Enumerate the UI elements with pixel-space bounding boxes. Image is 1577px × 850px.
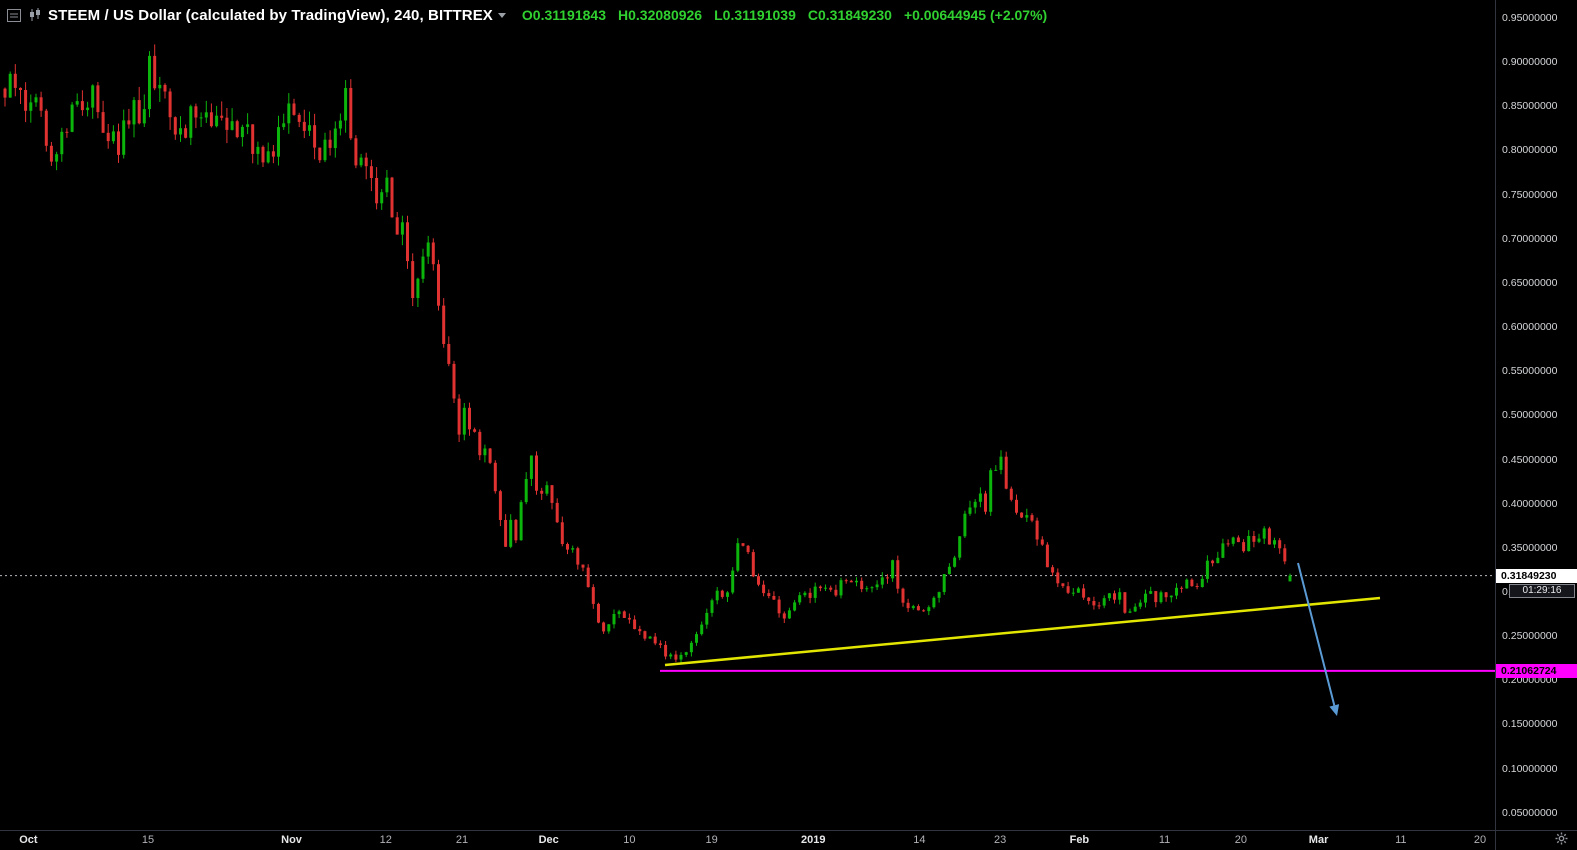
support-price-label: 0.21062724	[1496, 663, 1577, 678]
current-price-label: 0.31849230	[1496, 568, 1577, 583]
close-value: C0.31849230	[807, 7, 892, 23]
candlestick-chart[interactable]	[0, 0, 1495, 830]
price-tick: 0.45000000	[1502, 453, 1558, 466]
ohlc-legend: O0.31191843 H0.32080926 L0.31191039 C0.3…	[522, 7, 1059, 23]
time-tick: 21	[455, 834, 469, 846]
time-tick: 12	[379, 834, 392, 846]
price-tick: 0.95000000	[1502, 12, 1558, 24]
candlestick-series-icon[interactable]	[28, 8, 41, 22]
price-tick: 0.35000000	[1502, 541, 1558, 554]
price-tick: 0.25000000	[1502, 630, 1558, 643]
price-tick: 0.60000000	[1502, 321, 1558, 334]
time-tick: Dec	[538, 834, 559, 846]
price-tick: 0.55000000	[1502, 365, 1558, 378]
time-tick: 11	[1395, 834, 1407, 846]
price-tick: 0.15000000	[1502, 718, 1558, 731]
time-tick: 23	[994, 834, 1007, 846]
price-tick: 0.80000000	[1502, 144, 1558, 157]
time-tick: 2019	[801, 834, 826, 846]
price-axis[interactable]: 0.31849230 01:29:16 0.21062724 0.9500000…	[1495, 0, 1577, 830]
time-tick: 14	[913, 834, 926, 846]
open-value: O0.31191843	[521, 7, 606, 23]
gear-icon[interactable]	[1555, 832, 1568, 850]
chart-canvas[interactable]	[0, 0, 1495, 830]
time-tick: Mar	[1308, 834, 1329, 846]
time-tick: Nov	[281, 834, 302, 846]
price-tick: 0.40000000	[1502, 497, 1558, 510]
low-value: L0.31191039	[714, 7, 796, 23]
high-value: H0.32080926	[618, 7, 703, 23]
time-tick: 10	[623, 834, 636, 846]
price-tick: 0.90000000	[1502, 56, 1558, 69]
change-value: +0.00644945 (+2.07%)	[903, 7, 1048, 23]
object-tree-icon[interactable]	[7, 8, 21, 22]
price-tick: 0.75000000	[1502, 188, 1558, 201]
price-tick: 0.65000000	[1502, 276, 1558, 289]
time-tick: 11	[1158, 834, 1171, 846]
time-tick: 19	[705, 834, 718, 846]
time-tick: Oct	[19, 834, 38, 846]
time-tick: Feb	[1069, 834, 1090, 846]
time-tick: 20	[1234, 834, 1247, 846]
chevron-down-icon[interactable]	[497, 12, 506, 18]
axis-settings-corner[interactable]	[1495, 830, 1577, 850]
price-tick: 0.85000000	[1502, 100, 1558, 113]
price-tick: 0.10000000	[1502, 762, 1558, 775]
symbol-title[interactable]: STEEM / US Dollar (calculated by Trading…	[48, 6, 493, 24]
price-tick: 0.05000000	[1502, 806, 1558, 819]
price-tick: 0.50000000	[1502, 409, 1558, 422]
time-tick: 20	[1473, 834, 1487, 846]
price-tick: 0.70000000	[1502, 232, 1558, 245]
chart-header: STEEM / US Dollar (calculated by Trading…	[7, 5, 1059, 25]
time-tick: 15	[141, 834, 155, 846]
time-axis[interactable]: Oct 15 Nov 12 21 Dec 10 19 2019 14 23 Feb 11 20 Mar 11 2…	[0, 830, 1495, 850]
candle-countdown: 01:29:16	[1509, 583, 1575, 598]
